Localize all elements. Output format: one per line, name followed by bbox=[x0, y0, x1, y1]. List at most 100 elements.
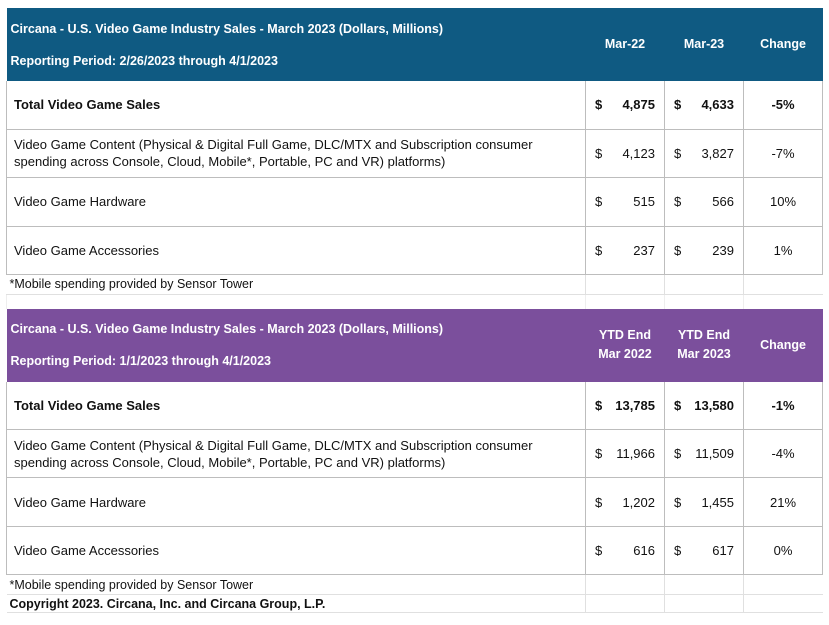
table-row: Video Game Accessories $616 $617 0% bbox=[6, 526, 823, 575]
currency-sign: $ bbox=[674, 543, 682, 558]
value: 237 bbox=[633, 242, 655, 258]
currency-sign: $ bbox=[595, 242, 603, 258]
currency-sign: $ bbox=[674, 194, 682, 209]
change-cell: -7% bbox=[743, 129, 823, 178]
currency-sign: $ bbox=[674, 397, 682, 413]
table-row: Video Game Hardware $1,202 $1,455 21% bbox=[6, 477, 823, 527]
value-cell: $617 bbox=[664, 526, 744, 575]
footnote-row: *Mobile spending provided by Sensor Towe… bbox=[6, 274, 823, 295]
value-cell: $616 bbox=[585, 526, 665, 575]
currency-sign: $ bbox=[595, 194, 603, 209]
monthly-table-header: Circana - U.S. Video Game Industry Sales… bbox=[6, 8, 823, 81]
ytd-table-period: Reporting Period: 1/1/2023 through 4/1/2… bbox=[10, 354, 272, 368]
value-cell: $1,202 bbox=[585, 477, 665, 527]
table-row: Total Video Game Sales $13,785 $13,580 -… bbox=[6, 381, 823, 430]
col-header-line: Mar 2023 bbox=[677, 347, 731, 361]
change-cell: 0% bbox=[743, 526, 823, 575]
footnote-row: *Mobile spending provided by Sensor Towe… bbox=[6, 574, 823, 595]
value-cell: $11,509 bbox=[664, 429, 744, 478]
value: 4,633 bbox=[701, 97, 734, 113]
value: 13,580 bbox=[694, 397, 734, 413]
value-cell: $566 bbox=[664, 177, 744, 227]
table-row: Video Game Hardware $515 $566 10% bbox=[6, 177, 823, 227]
table-row: Video Game Content (Physical & Digital F… bbox=[6, 429, 823, 478]
col-header-mar-23: Mar-23 bbox=[664, 8, 744, 81]
col-header-mar-22: Mar-22 bbox=[585, 8, 665, 81]
col-header-change: Change bbox=[743, 8, 823, 81]
value: 4,875 bbox=[622, 97, 655, 113]
sales-report-sheet: Circana - U.S. Video Game Industry Sales… bbox=[6, 8, 823, 613]
ytd-sales-table: Circana - U.S. Video Game Industry Sales… bbox=[6, 308, 823, 613]
col-header-change: Change bbox=[743, 308, 823, 382]
change-cell: 1% bbox=[743, 226, 823, 275]
value: 13,785 bbox=[615, 397, 655, 413]
row-label: Video Game Hardware bbox=[6, 177, 586, 227]
value-cell: $237 bbox=[585, 226, 665, 275]
footnote: *Mobile spending provided by Sensor Towe… bbox=[6, 274, 586, 295]
value-cell: $11,966 bbox=[585, 429, 665, 478]
currency-sign: $ bbox=[595, 397, 603, 413]
copyright: Copyright 2023. Circana, Inc. and Circan… bbox=[6, 594, 586, 613]
col-header-line: YTD End bbox=[677, 328, 731, 342]
value-cell: $13,580 bbox=[664, 381, 744, 430]
change-cell: -1% bbox=[743, 381, 823, 430]
ytd-table-title: Circana - U.S. Video Game Industry Sales… bbox=[10, 322, 444, 336]
value: 616 bbox=[633, 543, 655, 558]
ytd-table-header: Circana - U.S. Video Game Industry Sales… bbox=[6, 308, 823, 382]
value: 11,966 bbox=[616, 446, 655, 461]
currency-sign: $ bbox=[674, 97, 682, 113]
value-cell: $4,633 bbox=[664, 81, 744, 130]
monthly-sales-table: Circana - U.S. Video Game Industry Sales… bbox=[6, 8, 823, 309]
value: 4,123 bbox=[622, 145, 655, 161]
col-header-line: Mar 2022 bbox=[598, 347, 652, 361]
value-cell: $3,827 bbox=[664, 129, 744, 178]
row-label: Video Game Hardware bbox=[6, 477, 586, 527]
col-header-ytd-2022: YTD End Mar 2022 bbox=[585, 308, 665, 382]
value: 11,509 bbox=[695, 446, 734, 461]
row-label: Video Game Content (Physical & Digital F… bbox=[6, 129, 586, 178]
row-label: Total Video Game Sales bbox=[6, 381, 586, 430]
row-label: Video Game Accessories bbox=[6, 526, 586, 575]
currency-sign: $ bbox=[674, 242, 682, 258]
value: 1,202 bbox=[622, 494, 655, 510]
monthly-table-period: Reporting Period: 2/26/2023 through 4/1/… bbox=[10, 53, 278, 68]
value: 1,455 bbox=[701, 494, 734, 510]
value: 239 bbox=[712, 242, 734, 258]
col-header-ytd-2023: YTD End Mar 2023 bbox=[664, 308, 744, 382]
value: 3,827 bbox=[701, 145, 734, 161]
table-row: Video Game Content (Physical & Digital F… bbox=[6, 129, 823, 178]
change-cell: 10% bbox=[743, 177, 823, 227]
currency-sign: $ bbox=[595, 97, 603, 113]
currency-sign: $ bbox=[674, 145, 682, 161]
value-cell: $4,123 bbox=[585, 129, 665, 178]
currency-sign: $ bbox=[595, 145, 603, 161]
value-cell: $4,875 bbox=[585, 81, 665, 130]
row-label: Video Game Accessories bbox=[6, 226, 586, 275]
table-row: Video Game Accessories $237 $239 1% bbox=[6, 226, 823, 275]
footnote: *Mobile spending provided by Sensor Towe… bbox=[6, 574, 586, 595]
copyright-row: Copyright 2023. Circana, Inc. and Circan… bbox=[6, 594, 823, 613]
change-cell: -4% bbox=[743, 429, 823, 478]
currency-sign: $ bbox=[674, 446, 682, 461]
row-label: Total Video Game Sales bbox=[6, 81, 586, 130]
currency-sign: $ bbox=[595, 446, 603, 461]
value: 515 bbox=[633, 194, 655, 209]
monthly-table-title-cell: Circana - U.S. Video Game Industry Sales… bbox=[6, 8, 586, 81]
monthly-table-title: Circana - U.S. Video Game Industry Sales… bbox=[10, 21, 444, 36]
change-cell: -5% bbox=[743, 81, 823, 130]
row-label: Video Game Content (Physical & Digital F… bbox=[6, 429, 586, 478]
change-cell: 21% bbox=[743, 477, 823, 527]
currency-sign: $ bbox=[595, 494, 603, 510]
value-cell: $13,785 bbox=[585, 381, 665, 430]
value-cell: $1,455 bbox=[664, 477, 744, 527]
value: 566 bbox=[712, 194, 734, 209]
value-cell: $515 bbox=[585, 177, 665, 227]
currency-sign: $ bbox=[595, 543, 603, 558]
table-row: Total Video Game Sales $4,875 $4,633 -5% bbox=[6, 81, 823, 130]
value: 617 bbox=[712, 543, 734, 558]
col-header-line: YTD End bbox=[598, 328, 652, 342]
value-cell: $239 bbox=[664, 226, 744, 275]
currency-sign: $ bbox=[674, 494, 682, 510]
spacer-row bbox=[6, 294, 823, 309]
ytd-table-title-cell: Circana - U.S. Video Game Industry Sales… bbox=[6, 308, 586, 382]
